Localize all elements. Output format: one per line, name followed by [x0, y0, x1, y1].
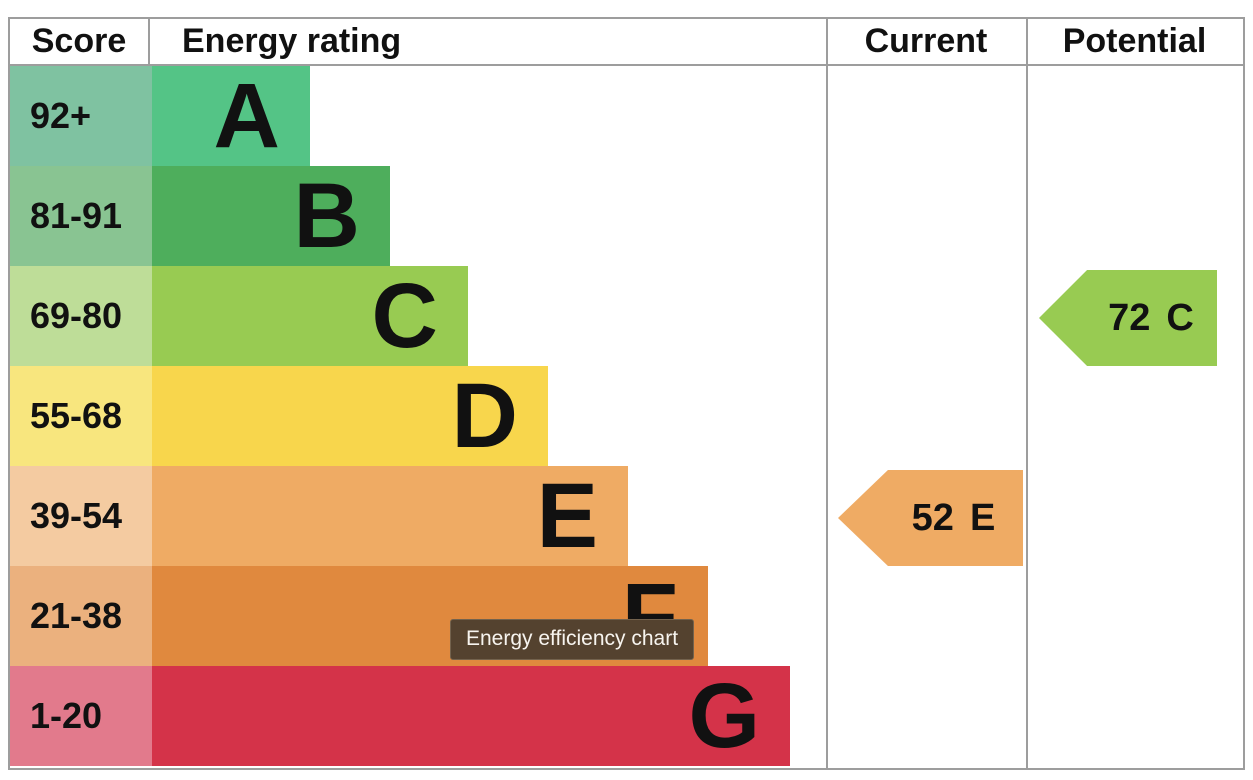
rating-bar-a: A [152, 66, 310, 166]
rating-bar-g: G [152, 666, 790, 766]
score-range-label: 81-91 [10, 166, 152, 266]
potential-column-divider [1026, 19, 1028, 768]
rating-row-c: 69-80 C [10, 266, 1243, 366]
score-range-label: 55-68 [10, 366, 152, 466]
rating-row-b: 81-91 B [10, 166, 1243, 266]
score-range-label: 92+ [10, 66, 152, 166]
hover-tooltip: Energy efficiency chart [450, 619, 695, 660]
energy-rating-column-header: Energy rating [182, 22, 402, 60]
energy-efficiency-chart[interactable]: Score Energy rating Current Potential 92… [8, 17, 1245, 770]
potential-column-header: Potential [1062, 22, 1207, 60]
score-range-label: 1-20 [10, 666, 152, 766]
rating-row-d: 55-68 D [10, 366, 1243, 466]
current-column-header: Current [864, 22, 988, 60]
rating-row-g: 1-20 G [10, 666, 1243, 766]
score-range-label: 39-54 [10, 466, 152, 566]
score-range-label: 69-80 [10, 266, 152, 366]
score-range-label: 21-38 [10, 566, 152, 666]
potential-rating-grade: C [1166, 296, 1194, 339]
rating-row-a: 92+ A [10, 66, 1243, 166]
potential-rating-value: 72 [1108, 296, 1151, 339]
rating-row-e: 39-54 E [10, 466, 1243, 566]
rating-bar-d: D [152, 366, 548, 466]
chart-header: Score Energy rating Current Potential [10, 19, 1243, 66]
rating-bar-c: C [152, 266, 468, 366]
current-column-divider [826, 19, 828, 768]
rating-bar-e: E [152, 466, 628, 566]
current-rating-value: 52 [911, 496, 954, 539]
current-rating-grade: E [969, 496, 996, 539]
score-column-header: Score [10, 19, 150, 64]
rating-bar-b: B [152, 166, 390, 266]
